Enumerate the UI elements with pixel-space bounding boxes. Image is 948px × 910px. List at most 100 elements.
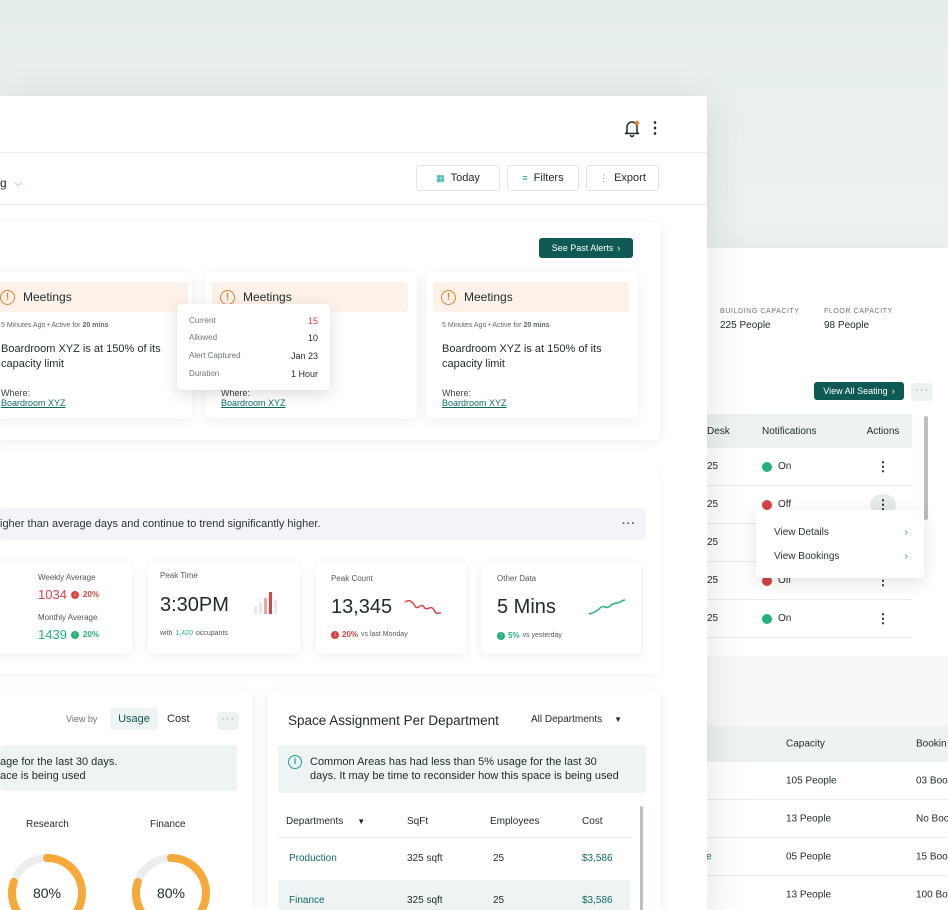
weekly-average-value: 1034 — [38, 587, 67, 602]
sqft-cell: 325 sqft — [407, 853, 443, 864]
arrow-up-icon: ↑ — [70, 630, 79, 639]
tooltip-allowed-value: 10 — [307, 333, 318, 343]
bookings-cell: 03 Book — [916, 775, 948, 786]
where-label: Where: — [442, 388, 472, 398]
alert-title: Meetings — [243, 290, 292, 304]
capacity-panel — [700, 248, 948, 656]
space-info-line-1: Common Areas has had less than 5% usage … — [310, 756, 597, 768]
department-table-scrollbar[interactable] — [640, 806, 643, 910]
alert-message: Boardroom XYZ is at 150% of its capacity… — [442, 343, 602, 370]
cost-cell: $3,586 — [582, 853, 613, 864]
bar-sparkline — [254, 592, 282, 619]
other-data-pct: 5% — [508, 631, 520, 640]
notification-cell: On — [762, 461, 854, 472]
seating-table-header: Desk Notifications Actions — [700, 414, 912, 448]
space-assignment-card — [268, 690, 660, 910]
other-data-value: 5 Mins — [497, 596, 556, 618]
usage-tab-label: Usage — [118, 713, 150, 725]
donut-chart: 80% — [6, 852, 88, 910]
kebab-menu-icon[interactable]: ⋮ — [647, 120, 663, 137]
header-cost: Cost — [582, 816, 603, 827]
department-filter-dropdown[interactable]: All Departments ▼ — [531, 714, 622, 725]
header-employees: Employees — [490, 816, 540, 827]
location-link[interactable]: Boardroom XYZ — [221, 398, 286, 408]
row-actions-icon[interactable]: ⋮ — [876, 610, 890, 626]
header-departments[interactable]: Departments ▼ — [286, 816, 365, 827]
notification-bell-icon[interactable] — [622, 118, 642, 143]
other-data-sub: ↑ 5% vs yesterday — [497, 631, 562, 640]
view-details-menu-item[interactable]: View Details › — [774, 527, 908, 538]
employees-cell: 25 — [493, 853, 505, 864]
other-data-comparison: vs yesterday — [522, 632, 562, 639]
sort-down-icon: ▼ — [357, 817, 366, 826]
desk-cell: 25 — [707, 575, 719, 586]
header-capacity: Capacity — [786, 738, 825, 750]
bookings-cell: No Boo — [916, 813, 948, 824]
desk-cell: 25 — [707, 613, 719, 624]
see-past-alerts-button[interactable]: See Past Alerts › — [539, 238, 633, 258]
other-data-label: Other Data — [497, 574, 537, 583]
peak-count-pct: 20% — [342, 630, 359, 639]
usage-tab[interactable]: Usage — [110, 708, 158, 730]
chevron-right-icon: › — [904, 527, 908, 538]
tooltip-duration-value: 1 Hour — [290, 369, 318, 379]
status-dot-off — [762, 499, 772, 510]
space-info-banner: i Common Areas has had less than 5% usag… — [278, 745, 646, 793]
export-button[interactable]: ⋮ Export — [586, 165, 659, 191]
filters-button[interactable]: ≡ Filters — [507, 165, 579, 191]
table-row: 25 On ⋮ — [700, 448, 912, 486]
insight-banner: igher than average days and continue to … — [0, 508, 646, 540]
filter-icon: ≡ — [522, 173, 528, 183]
notification-value: On — [778, 613, 792, 624]
table-row[interactable] — [278, 880, 630, 910]
building-capacity-label: BUILDING CAPACITY — [720, 308, 800, 315]
peak-time-sub-suffix: occupants — [195, 630, 228, 637]
monthly-average-label: Monthly Average — [38, 613, 98, 622]
alert-meta: 5 Minutes Ago • Active for 20 mins — [1, 322, 109, 329]
bookings-cell: 100 Bo — [916, 889, 948, 900]
status-dot-off — [762, 575, 772, 586]
averages-card — [0, 562, 132, 654]
space-info-line-2: days. It may be time to reconsider how t… — [310, 770, 619, 782]
donut-label-finance: Finance — [150, 819, 186, 830]
cost-tab[interactable]: Cost — [167, 713, 190, 725]
more-options-button[interactable]: ··· — [217, 712, 239, 730]
capacity-cell: 13 People — [786, 813, 832, 824]
status-dot-on — [762, 461, 772, 472]
today-button[interactable]: ▦ Today — [416, 165, 500, 191]
view-dropdown-label: g — [0, 176, 7, 190]
status-dot-on — [762, 613, 772, 624]
more-options-icon[interactable]: ··· — [622, 518, 636, 530]
sqft-cell: 325 sqft — [407, 895, 443, 906]
view-dropdown[interactable]: g ⌵ — [0, 176, 22, 190]
donut-value: 80% — [33, 885, 61, 901]
view-all-seating-button[interactable]: View All Seating › — [814, 382, 904, 400]
peak-count-sub: ↓ 20% vs last Monday — [331, 630, 408, 639]
chevron-right-icon: › — [904, 551, 908, 562]
building-capacity-value: 225 People — [720, 320, 771, 331]
booking-table: Capacity Bookin 105 People 03 Book 13 Pe… — [700, 726, 948, 910]
topbar-divider — [0, 152, 707, 153]
see-past-alerts-label: See Past Alerts — [551, 243, 614, 253]
view-bookings-menu-item[interactable]: View Bookings › — [774, 551, 908, 562]
table-row: 25 On ⋮ — [700, 600, 912, 638]
department-cell: Production — [289, 853, 337, 864]
desk-cell: 25 — [707, 537, 719, 548]
trend-down-sparkline — [404, 598, 442, 621]
caret-down-icon: ▼ — [614, 715, 623, 724]
capacity-cell: 13 People — [786, 889, 832, 900]
desk-cell: 25 — [707, 499, 719, 510]
location-link[interactable]: Boardroom XYZ — [1, 398, 66, 408]
row-actions-icon[interactable]: ⋮ — [876, 458, 890, 474]
cost-cell: $3,586 — [582, 895, 613, 906]
location-link[interactable]: Boardroom XYZ — [442, 398, 507, 408]
more-options-button[interactable]: ··· — [911, 383, 933, 401]
donut-chart: 80% — [130, 852, 212, 910]
seating-scrollbar[interactable] — [924, 416, 928, 520]
donut-label-research: Research — [26, 819, 69, 830]
chevron-right-icon: › — [891, 386, 895, 396]
alert-meta-prefix: 5 Minutes Ago • Active for — [1, 322, 83, 329]
notification-value: Off — [778, 499, 792, 510]
arrow-down-icon: ↓ — [331, 630, 339, 639]
seating-table: Desk Notifications Actions 25 On ⋮ 25 Of… — [700, 414, 912, 638]
